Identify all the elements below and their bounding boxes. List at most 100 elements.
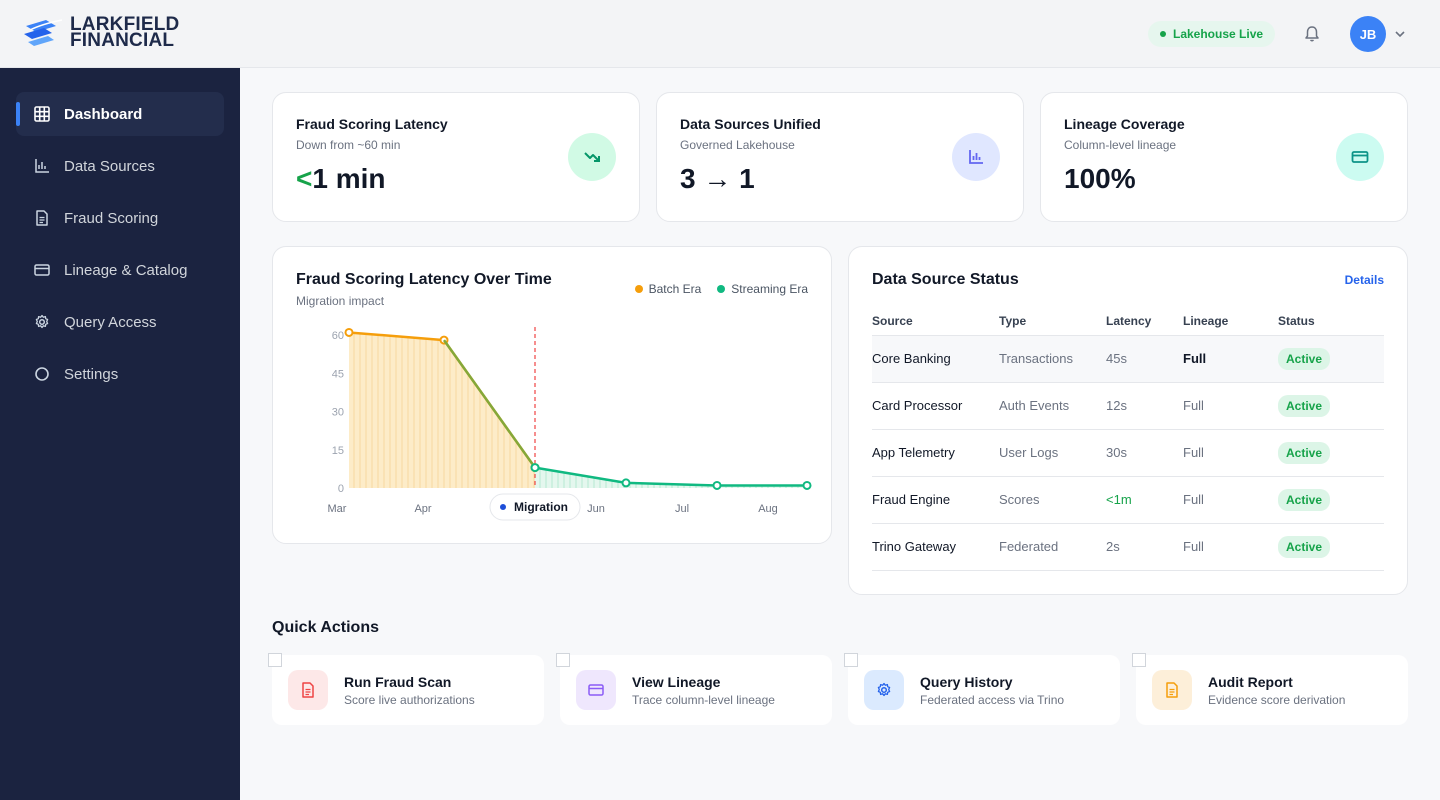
- transition-segment: [442, 339, 537, 469]
- cell-source: Core Banking: [872, 335, 999, 383]
- cell-status: Active: [1278, 476, 1384, 524]
- cell-source: Card Processor: [872, 382, 999, 430]
- data-point: [712, 480, 722, 490]
- checkbox[interactable]: [268, 653, 282, 667]
- avatar-initials: JB: [1359, 26, 1377, 42]
- cell-latency: 2s: [1106, 523, 1183, 571]
- quick-action-subtitle: Score live authorizations: [344, 693, 475, 707]
- kpi-value-main: 1 min: [312, 163, 386, 194]
- quick-action-title: Run Fraud Scan: [344, 674, 452, 690]
- quick-action-run-fraud-scan[interactable]: Run Fraud Scan Score live authorizations: [268, 653, 544, 725]
- chevron-down-icon[interactable]: [1393, 27, 1407, 41]
- checkbox[interactable]: [1132, 653, 1146, 667]
- kpi-value: <1 min: [296, 163, 386, 195]
- bar-chart-icon: [33, 157, 51, 175]
- top-header: LARKFIELD FINANCIAL Lakehouse Live JB: [0, 0, 1440, 68]
- table-row[interactable]: App Telemetry User Logs 30s Full Active: [872, 429, 1384, 477]
- chart-title: Fraud Scoring Latency Over Time: [296, 271, 552, 288]
- cell-status: Active: [1278, 382, 1384, 430]
- x-tick-label: Apr: [414, 503, 431, 515]
- table-row[interactable]: Fraud Engine Scores <1m Full Active: [872, 476, 1384, 524]
- data-point: [621, 478, 631, 488]
- bell-icon[interactable]: [1302, 24, 1322, 44]
- cell-type: Scores: [999, 476, 1106, 524]
- data-source-table: Source Type Latency Lineage Status Core …: [872, 307, 1384, 571]
- kpi-value: 100%: [1064, 163, 1136, 194]
- data-point: [802, 480, 812, 490]
- kpi-subtitle: Governed Lakehouse: [680, 138, 795, 152]
- cell-type: Auth Events: [999, 382, 1106, 430]
- sidebar-item-label: Lineage & Catalog: [64, 261, 188, 279]
- cell-lineage: Full: [1183, 476, 1278, 524]
- kpi-value: 3 → 1: [680, 163, 755, 194]
- quick-action-audit-report[interactable]: Audit Report Evidence score derivation: [1132, 653, 1408, 725]
- cell-source: Fraud Engine: [872, 476, 999, 524]
- bar-chart-icon: [952, 133, 1000, 181]
- cell-status: Active: [1278, 335, 1384, 383]
- sidebar-item-label: Query Access: [64, 313, 157, 331]
- quick-action-view-lineage[interactable]: View Lineage Trace column-level lineage: [556, 653, 832, 725]
- lakehouse-status-badge: Lakehouse Live: [1148, 21, 1276, 47]
- sidebar-item-lineage-catalog[interactable]: Lineage & Catalog: [16, 248, 224, 292]
- kpi-title: Data Sources Unified: [680, 116, 821, 132]
- cell-lineage: Full: [1183, 523, 1278, 571]
- status-badge: Active: [1278, 347, 1331, 370]
- series-area-streaming: [535, 467, 807, 488]
- cell-type: Transactions: [999, 335, 1106, 383]
- quick-action-query-history[interactable]: Query History Federated access via Trino: [844, 653, 1120, 725]
- document-icon: [288, 670, 328, 710]
- table-row[interactable]: Trino Gateway Federated 2s Full Active: [872, 523, 1384, 571]
- cell-type: User Logs: [999, 429, 1106, 477]
- details-link[interactable]: Details: [1344, 273, 1384, 287]
- latency-chart-card: Fraud Scoring Latency Over Time Migratio…: [272, 246, 832, 544]
- kpi-title: Fraud Scoring Latency: [296, 116, 448, 132]
- cell-type: Federated: [999, 523, 1106, 571]
- data-point: [344, 327, 354, 337]
- brand-line1: LARKFIELD: [70, 14, 180, 35]
- sidebar-item-label: Data Sources: [64, 157, 155, 175]
- status-pill-label: Lakehouse Live: [1173, 27, 1264, 41]
- sidebar-item-label: Dashboard: [64, 105, 143, 123]
- x-tick-label: Jul: [675, 503, 689, 515]
- document-icon: [33, 209, 51, 227]
- brand-logo[interactable]: LARKFIELD FINANCIAL: [22, 14, 180, 50]
- migration-point: [530, 463, 540, 473]
- status-badge: Active: [1278, 394, 1331, 417]
- migration-label: Migration: [514, 500, 568, 514]
- kpi-value-prefix: <: [296, 163, 313, 194]
- kpi-card-data-sources: Data Sources Unified Governed Lakehouse …: [656, 92, 1024, 222]
- checkbox[interactable]: [844, 653, 858, 667]
- sidebar-item-label: Fraud Scoring: [64, 209, 159, 227]
- column-header-status: Status: [1278, 307, 1384, 336]
- table-row[interactable]: Core Banking Transactions 45s Full Activ…: [872, 335, 1384, 383]
- sidebar-item-settings[interactable]: Settings: [16, 352, 224, 396]
- cell-lineage: Full: [1183, 382, 1278, 430]
- chart-subtitle: Migration impact: [296, 294, 385, 308]
- legend-label: Streaming Era: [731, 282, 808, 296]
- sidebar-item-data-sources[interactable]: Data Sources: [16, 144, 224, 188]
- y-tick-label: 45: [332, 368, 344, 380]
- logo-mark-icon: [24, 19, 63, 46]
- card-icon: [576, 670, 616, 710]
- legend-dot-icon: [634, 285, 643, 293]
- latency-line-chart: 0 15 30 45 60 Mar Apr Jun Jul Aug Migration: [328, 327, 812, 521]
- legend-dot-icon: [717, 285, 726, 293]
- column-header-source: Source: [872, 307, 999, 336]
- quick-action-title: Query History: [920, 674, 1013, 690]
- x-tick-label: Mar: [328, 503, 347, 515]
- quick-action-subtitle: Trace column-level lineage: [632, 693, 775, 707]
- x-tick-label: Aug: [758, 503, 778, 515]
- table-row[interactable]: Card Processor Auth Events 12s Full Acti…: [872, 382, 1384, 430]
- status-badge: Active: [1278, 488, 1331, 511]
- sidebar-item-fraud-scoring[interactable]: Fraud Scoring: [16, 196, 224, 240]
- data-source-status-card: Data Source Status Details Source Type L…: [848, 246, 1408, 595]
- avatar[interactable]: JB: [1350, 16, 1386, 52]
- kpi-card-latency: Fraud Scoring Latency Down from ~60 min …: [272, 92, 640, 222]
- sidebar-item-query-access[interactable]: Query Access: [16, 300, 224, 344]
- kpi-subtitle: Down from ~60 min: [296, 138, 401, 152]
- cell-status: Active: [1278, 429, 1384, 477]
- checkbox[interactable]: [556, 653, 570, 667]
- migration-pill: [489, 493, 581, 521]
- sidebar-item-dashboard[interactable]: Dashboard: [16, 92, 224, 136]
- cell-source: App Telemetry: [872, 429, 999, 477]
